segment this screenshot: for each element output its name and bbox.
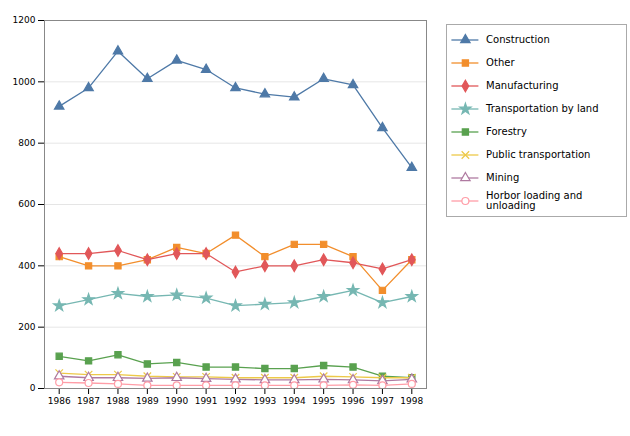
svg-text:1992: 1992	[224, 396, 247, 406]
svg-text:Mining: Mining	[486, 172, 519, 183]
svg-text:1994: 1994	[283, 396, 306, 406]
svg-text:1200: 1200	[13, 15, 36, 25]
svg-text:1000: 1000	[13, 77, 36, 87]
svg-text:Manufacturing: Manufacturing	[486, 80, 558, 91]
svg-text:1986: 1986	[48, 396, 71, 406]
svg-text:1988: 1988	[107, 396, 130, 406]
svg-text:1997: 1997	[371, 396, 394, 406]
svg-text:200: 200	[18, 322, 35, 332]
svg-text:1990: 1990	[165, 396, 188, 406]
svg-text:Other: Other	[486, 57, 515, 68]
svg-text:1991: 1991	[195, 396, 218, 406]
svg-text:1998: 1998	[400, 396, 423, 406]
svg-text:Public transportation: Public transportation	[486, 149, 590, 160]
svg-text:1989: 1989	[136, 396, 159, 406]
svg-text:1993: 1993	[253, 396, 276, 406]
svg-text:Horbor loading andunloading: Horbor loading andunloading	[486, 190, 582, 211]
svg-text:Construction: Construction	[486, 34, 550, 45]
svg-text:600: 600	[18, 199, 35, 209]
svg-text:0: 0	[30, 383, 36, 393]
svg-text:1995: 1995	[312, 396, 335, 406]
svg-text:1996: 1996	[342, 396, 365, 406]
svg-text:800: 800	[18, 138, 35, 148]
svg-text:Forestry: Forestry	[486, 126, 527, 137]
svg-text:Transportation by land: Transportation by land	[485, 103, 598, 114]
svg-text:1987: 1987	[77, 396, 100, 406]
svg-text:400: 400	[18, 261, 35, 271]
